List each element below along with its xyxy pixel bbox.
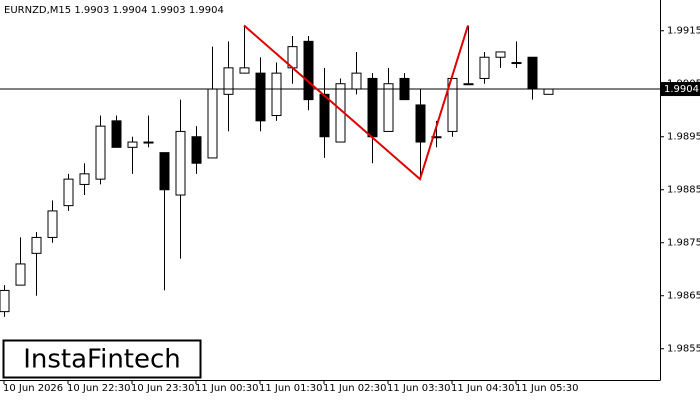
candle-body — [175, 130, 186, 196]
candle-body — [303, 40, 314, 101]
chart-title: EURNZD,M15 1.9903 1.9904 1.9903 1.9904 — [4, 5, 224, 16]
candle-body — [111, 120, 122, 148]
candle-body — [495, 51, 506, 58]
candle-body — [31, 236, 42, 254]
candle-body — [351, 72, 362, 90]
candle-body — [127, 141, 138, 148]
x-tick-label: 11 Jun 03:30 — [387, 383, 451, 394]
candle-body — [527, 56, 538, 90]
candle-body — [63, 178, 74, 207]
y-tick-label: 1.9895 — [667, 132, 700, 143]
candle-body — [207, 88, 218, 159]
x-tick-label: 10 Jun 23:30 — [131, 383, 195, 394]
y-tick-label: 1.9915 — [667, 26, 700, 37]
x-tick-label: 11 Jun 01:30 — [259, 383, 323, 394]
candle-body — [383, 83, 394, 132]
x-tick-label: 10 Jun 22:30 — [67, 383, 131, 394]
candle-body — [463, 83, 474, 86]
y-tick-label: 1.9875 — [667, 238, 700, 249]
candle-body — [15, 263, 26, 286]
candle-body — [367, 77, 378, 138]
price-label-box — [661, 82, 700, 97]
candle-body — [159, 152, 170, 191]
candle-body — [255, 72, 266, 122]
x-tick-label: 11 Jun 00:30 — [195, 383, 259, 394]
candle-body — [239, 67, 250, 74]
candle-body — [47, 210, 58, 238]
y-tick-label: 1.9865 — [667, 291, 700, 302]
y-tick-label: 1.9855 — [667, 344, 700, 355]
candle-body — [79, 173, 90, 185]
x-tick-label: 11 Jun 04:30 — [451, 383, 515, 394]
candle-body — [511, 62, 522, 65]
x-tick-label: 11 Jun 05:30 — [515, 383, 579, 394]
candle-body — [271, 72, 282, 117]
candle-body — [95, 125, 106, 180]
price-label: 1.9904 — [664, 84, 699, 95]
watermark-box — [2, 339, 202, 379]
candle-body — [223, 67, 234, 95]
candle-body — [447, 77, 458, 132]
candle-body — [479, 56, 490, 79]
pattern-line — [243, 24, 469, 181]
candle-body — [415, 104, 426, 143]
x-tick-label: 10 Jun 2026 — [3, 383, 63, 394]
candle-body — [191, 136, 202, 164]
candle-body — [319, 93, 330, 138]
y-tick-label: 1.9885 — [667, 185, 700, 196]
candle-body — [543, 88, 554, 95]
candle-body — [143, 141, 154, 144]
candle-body — [431, 136, 442, 139]
candle-body — [0, 289, 10, 313]
x-tick-label: 11 Jun 02:30 — [323, 383, 387, 394]
watermark: InstaFintech — [23, 345, 181, 375]
